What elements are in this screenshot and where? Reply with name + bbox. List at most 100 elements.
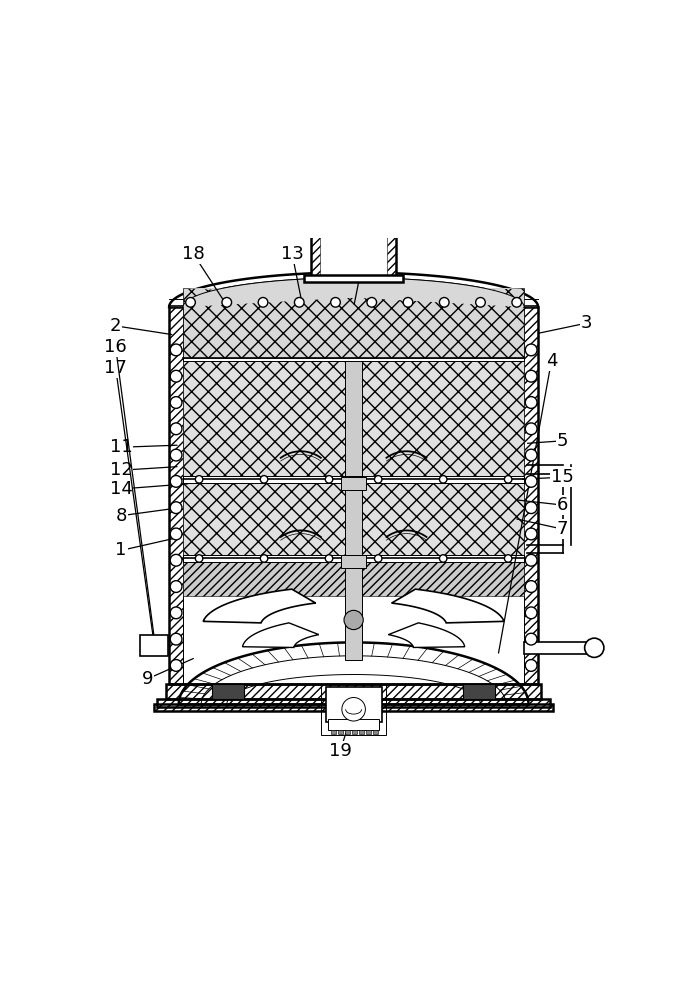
Bar xyxy=(169,307,183,684)
Bar xyxy=(154,704,553,711)
Bar xyxy=(183,288,524,358)
Bar xyxy=(366,730,371,734)
Circle shape xyxy=(440,476,447,483)
Text: 19: 19 xyxy=(329,742,352,760)
Bar xyxy=(359,730,364,734)
Bar xyxy=(373,730,378,734)
Bar xyxy=(311,227,320,278)
Bar xyxy=(326,687,382,722)
Circle shape xyxy=(367,298,377,307)
Circle shape xyxy=(525,528,537,540)
Text: 15: 15 xyxy=(551,468,573,486)
Circle shape xyxy=(525,502,537,514)
Bar xyxy=(345,361,362,660)
Circle shape xyxy=(512,298,522,307)
Circle shape xyxy=(170,633,182,645)
Circle shape xyxy=(525,607,537,619)
Circle shape xyxy=(475,298,485,307)
Text: 7: 7 xyxy=(556,520,568,538)
Circle shape xyxy=(195,476,203,483)
Circle shape xyxy=(525,475,537,487)
Text: 2: 2 xyxy=(110,317,121,335)
Text: 16: 16 xyxy=(104,338,127,356)
Polygon shape xyxy=(169,272,538,307)
Circle shape xyxy=(403,298,413,307)
Bar xyxy=(328,719,379,730)
Circle shape xyxy=(260,555,268,562)
Circle shape xyxy=(170,607,182,619)
Text: 1: 1 xyxy=(115,541,127,559)
Text: 10: 10 xyxy=(353,245,375,263)
Polygon shape xyxy=(203,589,315,623)
Bar xyxy=(183,562,524,596)
Circle shape xyxy=(170,581,182,592)
Circle shape xyxy=(331,298,340,307)
Circle shape xyxy=(222,298,232,307)
Circle shape xyxy=(170,502,182,514)
Circle shape xyxy=(186,298,195,307)
Circle shape xyxy=(504,476,512,483)
Circle shape xyxy=(584,638,604,657)
Circle shape xyxy=(525,344,537,356)
Text: 18: 18 xyxy=(182,245,204,263)
Bar xyxy=(166,684,541,699)
Circle shape xyxy=(295,298,304,307)
Circle shape xyxy=(525,423,537,435)
Bar xyxy=(524,307,538,684)
Bar xyxy=(331,730,336,734)
Circle shape xyxy=(525,660,537,671)
Polygon shape xyxy=(243,623,319,647)
Text: 3: 3 xyxy=(580,314,592,332)
Bar xyxy=(183,361,524,476)
Text: 4: 4 xyxy=(546,352,558,370)
Circle shape xyxy=(170,370,182,382)
Bar xyxy=(341,477,366,490)
Bar xyxy=(139,635,168,656)
Circle shape xyxy=(525,397,537,408)
Circle shape xyxy=(525,449,537,461)
Bar xyxy=(304,227,404,233)
Circle shape xyxy=(325,476,333,483)
Text: 5: 5 xyxy=(556,432,568,450)
Bar xyxy=(524,642,589,654)
Polygon shape xyxy=(392,589,504,623)
Text: 9: 9 xyxy=(142,670,153,688)
Text: 14: 14 xyxy=(110,480,132,498)
Circle shape xyxy=(504,555,512,562)
Bar xyxy=(311,227,396,278)
Polygon shape xyxy=(388,623,464,647)
Text: 17: 17 xyxy=(104,359,127,377)
Circle shape xyxy=(170,475,182,487)
Circle shape xyxy=(375,555,382,562)
Text: 6: 6 xyxy=(557,496,568,514)
Bar xyxy=(169,307,538,684)
Circle shape xyxy=(170,660,182,671)
Text: 8: 8 xyxy=(115,507,127,525)
Text: 11: 11 xyxy=(110,438,132,456)
Bar xyxy=(157,699,551,707)
Bar xyxy=(387,227,396,278)
Circle shape xyxy=(258,298,268,307)
Circle shape xyxy=(440,555,447,562)
Circle shape xyxy=(525,581,537,592)
Circle shape xyxy=(525,633,537,645)
Circle shape xyxy=(195,555,203,562)
Circle shape xyxy=(525,370,537,382)
Bar xyxy=(341,555,366,568)
Circle shape xyxy=(170,554,182,566)
Circle shape xyxy=(440,298,449,307)
Bar xyxy=(322,684,386,735)
Bar xyxy=(352,730,357,734)
Bar xyxy=(345,730,350,734)
Circle shape xyxy=(344,610,363,630)
Circle shape xyxy=(170,528,182,540)
Circle shape xyxy=(342,698,366,721)
Bar xyxy=(463,684,495,699)
Bar xyxy=(338,730,343,734)
Circle shape xyxy=(260,476,268,483)
Text: 12: 12 xyxy=(110,461,132,479)
Circle shape xyxy=(170,449,182,461)
Circle shape xyxy=(325,555,333,562)
Bar xyxy=(212,684,244,699)
Bar xyxy=(304,275,403,282)
